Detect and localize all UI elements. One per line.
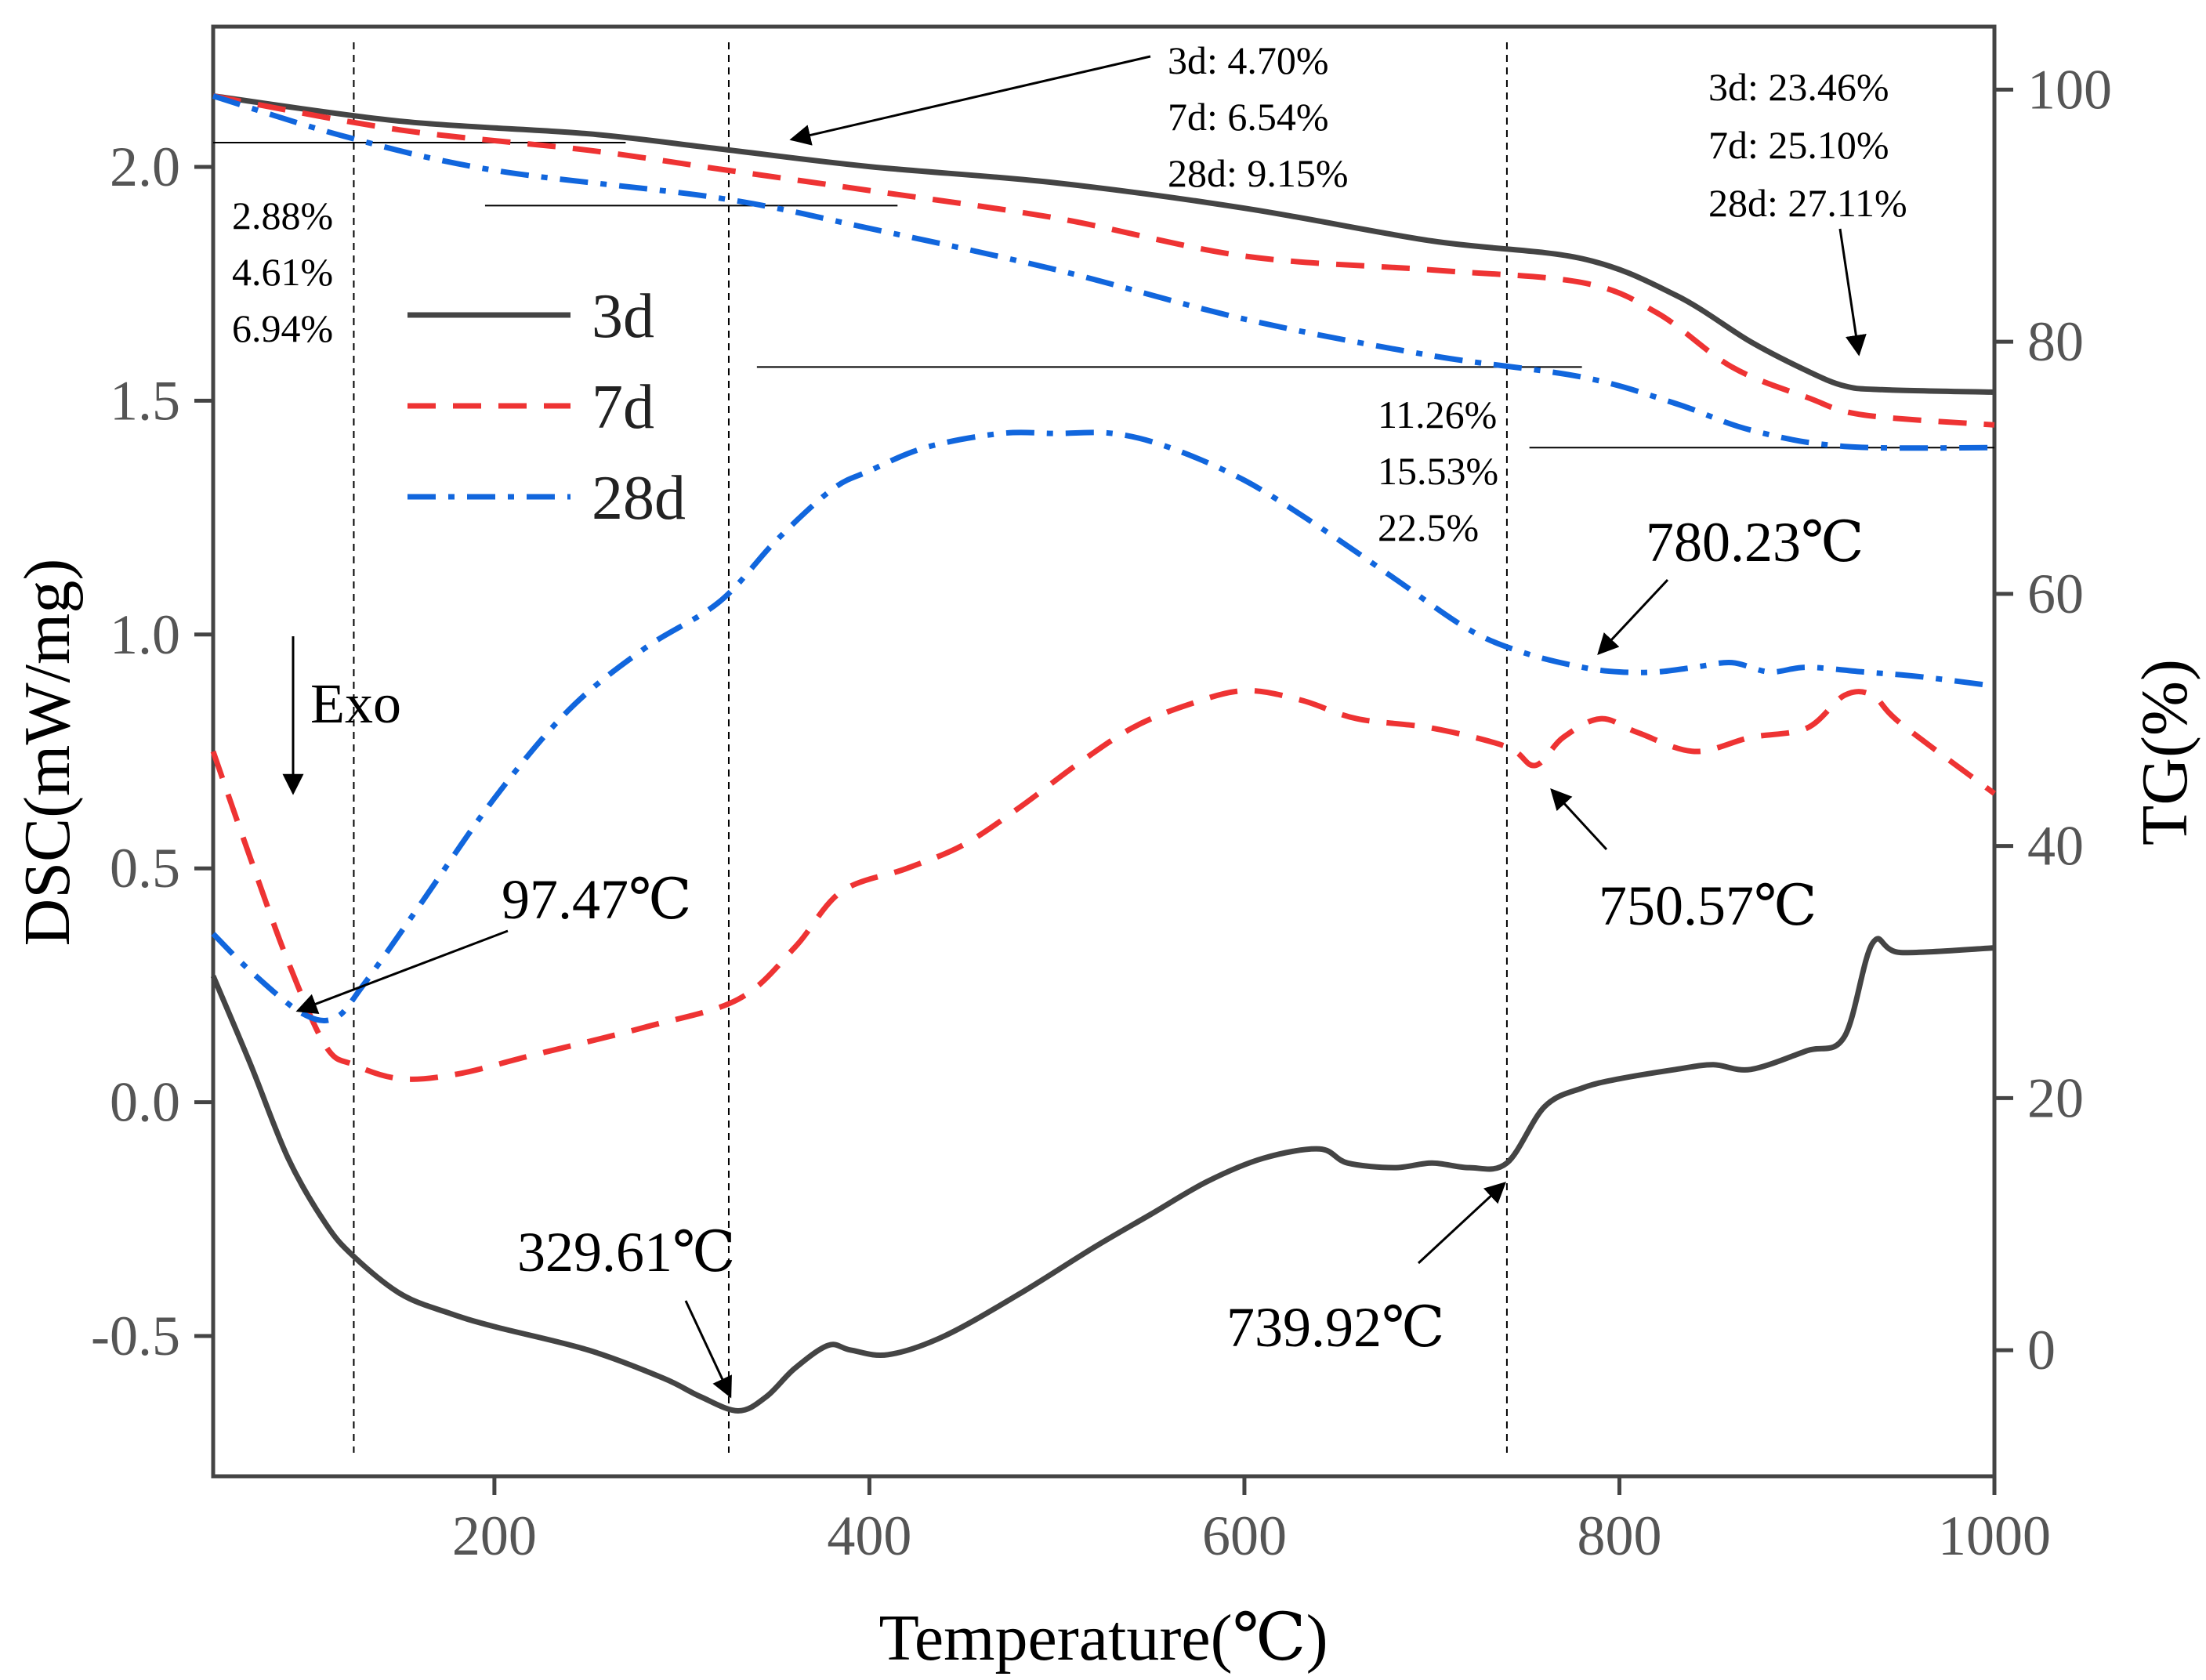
y-right-tick-label-3: 60 [2027, 563, 2084, 625]
mass-loss-stage2-3d: 3d: 4.70% [1168, 38, 1329, 82]
mass-loss-stage2-28d: 28d: 9.15% [1168, 151, 1349, 195]
peak-arrow-329 [684, 1300, 732, 1399]
stage2-arrow [789, 55, 1151, 146]
vertical-guide-lines [353, 42, 1508, 1453]
y-left-tick-label-1: 0.0 [110, 1071, 180, 1134]
x-tick-label-1: 400 [827, 1504, 911, 1567]
mass-loss-stage3-28d: 22.5% [1378, 505, 1479, 549]
peak-label-750: 750.57℃ [1599, 874, 1817, 937]
peak-label-739: 739.92℃ [1226, 1296, 1445, 1359]
dsc-series-7d [210, 687, 1997, 1082]
legend-label-3d: 3d [592, 282, 654, 351]
y-right-tick-label-4: 80 [2027, 310, 2084, 373]
y-right-tick-label-2: 40 [2027, 815, 2084, 878]
dsc-series-28d [211, 429, 1995, 1023]
y-left-tick-label-5: 2.0 [110, 136, 180, 198]
peak-arrow-750 [1550, 788, 1608, 851]
legend: 3d 7d 28d [408, 282, 686, 533]
x-tick-label-0: 200 [452, 1504, 537, 1567]
exo-label: Exo [310, 672, 401, 735]
y-left-tick-label-0: -0.5 [91, 1305, 180, 1367]
y-axis-left-title: DSC(mW/mg) [11, 559, 84, 947]
mass-loss-stage4-7d: 7d: 25.10% [1708, 123, 1889, 167]
y-left-tick-label-3: 1.0 [110, 603, 180, 666]
stage4-arrow [1838, 228, 1867, 357]
peak-label-97: 97.47℃ [502, 868, 692, 931]
tg-series-28d [212, 93, 1995, 451]
mass-loss-stage1-28d: 6.94% [232, 306, 333, 350]
tg-series-3d [212, 93, 1995, 395]
mass-loss-stage3-7d: 15.53% [1378, 449, 1498, 493]
tg-curves [212, 93, 1995, 451]
y-right-tick-label-0: 0 [2027, 1319, 2056, 1381]
mass-loss-stage1-3d: 2.88% [232, 194, 333, 237]
dsc-curves [210, 429, 1997, 1414]
peak-label-780: 780.23℃ [1646, 511, 1864, 574]
y-left-tick-label-4: 1.5 [110, 369, 180, 432]
tg-series-7d [212, 93, 1995, 428]
legend-label-7d: 7d [592, 373, 654, 442]
mass-loss-stage3-3d: 11.26% [1378, 393, 1497, 436]
y-left-tick-label-2: 0.5 [110, 837, 180, 900]
mass-loss-stage4-3d: 3d: 23.46% [1708, 65, 1889, 109]
mass-loss-stage1-7d: 4.61% [232, 250, 333, 294]
x-tick-label-3: 800 [1577, 1504, 1661, 1567]
y-right-tick-label-1: 20 [2027, 1066, 2084, 1129]
dsc-series-3d [210, 936, 1995, 1414]
plot-frame [211, 24, 1997, 1479]
x-tick-label-4: 1000 [1938, 1504, 2051, 1567]
y-right-tick-label-5: 100 [2027, 58, 2112, 121]
mass-loss-stage4-28d: 28d: 27.11% [1708, 181, 1907, 225]
x-axis-title: Temperature(℃) [878, 1602, 1328, 1675]
peak-arrow-739 [1417, 1182, 1506, 1265]
tg-reference-lines [213, 142, 1994, 449]
peak-label-329: 329.61℃ [517, 1221, 736, 1284]
peak-arrow-780 [1597, 578, 1669, 655]
peak-arrow-97 [295, 929, 509, 1014]
y-axis-right-title: TG(%) [2128, 659, 2201, 845]
x-tick-label-2: 600 [1202, 1504, 1287, 1567]
mass-loss-stage2-7d: 7d: 6.54% [1168, 95, 1329, 139]
axis-ticks: 200 400 600 800 1000 -0.5 0.0 0.5 1.0 1.5 2.0 0 20 40… [91, 58, 2112, 1567]
legend-label-28d: 28d [592, 464, 686, 533]
